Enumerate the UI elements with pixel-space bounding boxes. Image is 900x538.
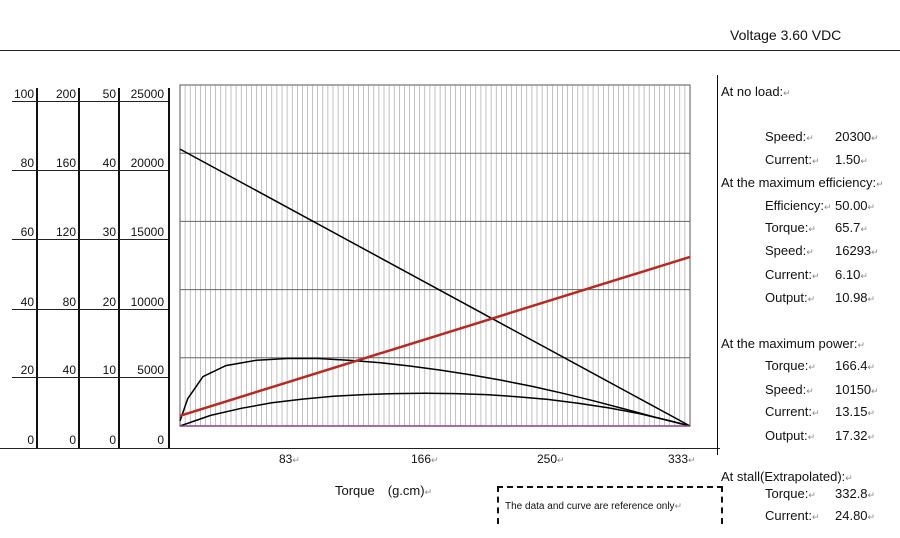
spec-value: 17.32↵	[835, 428, 876, 443]
x-tick-label: 333↵	[668, 452, 696, 466]
spec-label: Speed:↵	[765, 129, 814, 144]
spec-label: Output:↵	[765, 428, 816, 443]
spec-label: Current:↵	[765, 508, 820, 523]
spec-label: Speed:↵	[765, 382, 814, 397]
scale-tick-label: 40	[20, 295, 34, 309]
x-tick-label: 250↵	[537, 452, 565, 466]
spec-value: 50.00↵	[835, 198, 876, 213]
scale-tick-label: 40	[62, 363, 76, 377]
scale-underline	[12, 239, 168, 240]
spec-panel-divider	[717, 75, 718, 455]
spec-label: Torque:↵	[765, 358, 816, 373]
scale-tick-label: 10000	[130, 295, 164, 309]
spec-label: Current:↵	[765, 152, 820, 167]
top-divider	[0, 50, 900, 51]
scale-tick-label: 80	[62, 295, 76, 309]
scale-tick-label: 200	[55, 87, 76, 101]
reference-note-box	[497, 486, 723, 524]
scale-tick-label: 0	[27, 433, 34, 447]
spec-label: Speed:↵	[765, 243, 814, 258]
x-tick-label: 83↵	[279, 452, 300, 466]
scale-underline	[12, 101, 168, 102]
spec-value: 24.80↵	[835, 508, 876, 523]
spec-label: Current:↵	[765, 404, 820, 419]
chart-curves	[179, 148, 691, 427]
series-line-3	[179, 392, 691, 427]
spec-value: 10150↵	[835, 382, 879, 397]
spec-value: 10.98↵	[835, 290, 876, 305]
scale-underline	[12, 309, 168, 310]
scale-tick-label: 20	[102, 295, 116, 309]
spec-label: Current:↵	[765, 267, 820, 282]
spec-value: 13.15↵	[835, 404, 876, 419]
scale-tick-label: 160	[55, 156, 76, 170]
scale-rule-1	[36, 88, 38, 448]
spec-value: 6.10↵	[835, 267, 868, 282]
scale-tick-label: 60	[20, 225, 34, 239]
spec-value: 332.8↵	[835, 486, 876, 501]
chart-grid	[179, 84, 691, 427]
scale-tick-label: 40	[102, 156, 116, 170]
spec-section-title: At the maximum power:↵	[721, 336, 866, 351]
scale-tick-label: 30	[102, 225, 116, 239]
spec-label: Torque:↵	[765, 220, 816, 235]
scale-tick-label: 0	[157, 433, 164, 447]
scale-tick-label: 50	[102, 87, 116, 101]
voltage-label: Voltage 3.60 VDC	[730, 27, 842, 43]
scale-tick-label: 20000	[130, 156, 164, 170]
spec-value: 1.50↵	[835, 152, 868, 167]
scale-tick-label: 0	[109, 433, 116, 447]
scale-tick-label: 0	[69, 433, 76, 447]
spec-section-title: At stall(Extrapolated):↵	[721, 469, 853, 484]
reference-note: The data and curve are reference only↵	[505, 501, 683, 512]
bottom-divider	[0, 448, 720, 449]
spec-label: Efficiency:↵	[765, 198, 832, 213]
scale-tick-label: 20	[20, 363, 34, 377]
scale-tick-label: 10	[102, 363, 116, 377]
x-tick-label: 166↵	[411, 452, 439, 466]
scale-underline	[12, 170, 168, 171]
scale-rule-2	[78, 88, 80, 448]
scale-rule-4	[168, 88, 170, 448]
scale-tick-label: 25000	[130, 87, 164, 101]
scale-tick-label: 120	[55, 225, 76, 239]
spec-label: Torque:↵	[765, 486, 816, 501]
series-line-2	[179, 255, 691, 417]
scale-tick-label: 15000	[130, 225, 164, 239]
series-line-0	[179, 148, 691, 427]
spec-value: 166.4↵	[835, 358, 876, 373]
spec-section-title: At no load:↵	[721, 84, 791, 99]
spec-value: 16293↵	[835, 243, 879, 258]
series-line-1	[179, 357, 691, 427]
spec-value: 65.7↵	[835, 220, 868, 235]
spec-label: Output:↵	[765, 290, 816, 305]
scale-tick-label: 80	[20, 156, 34, 170]
scale-underline	[12, 377, 168, 378]
scale-tick-label: 100	[13, 87, 34, 101]
x-axis-title: Torque (g.cm)↵	[335, 483, 433, 498]
scale-rule-3	[118, 88, 120, 448]
scale-tick-label: 5000	[137, 363, 164, 377]
spec-value: 20300↵	[835, 129, 879, 144]
spec-section-title: At the maximum efficiency:↵	[721, 175, 884, 190]
